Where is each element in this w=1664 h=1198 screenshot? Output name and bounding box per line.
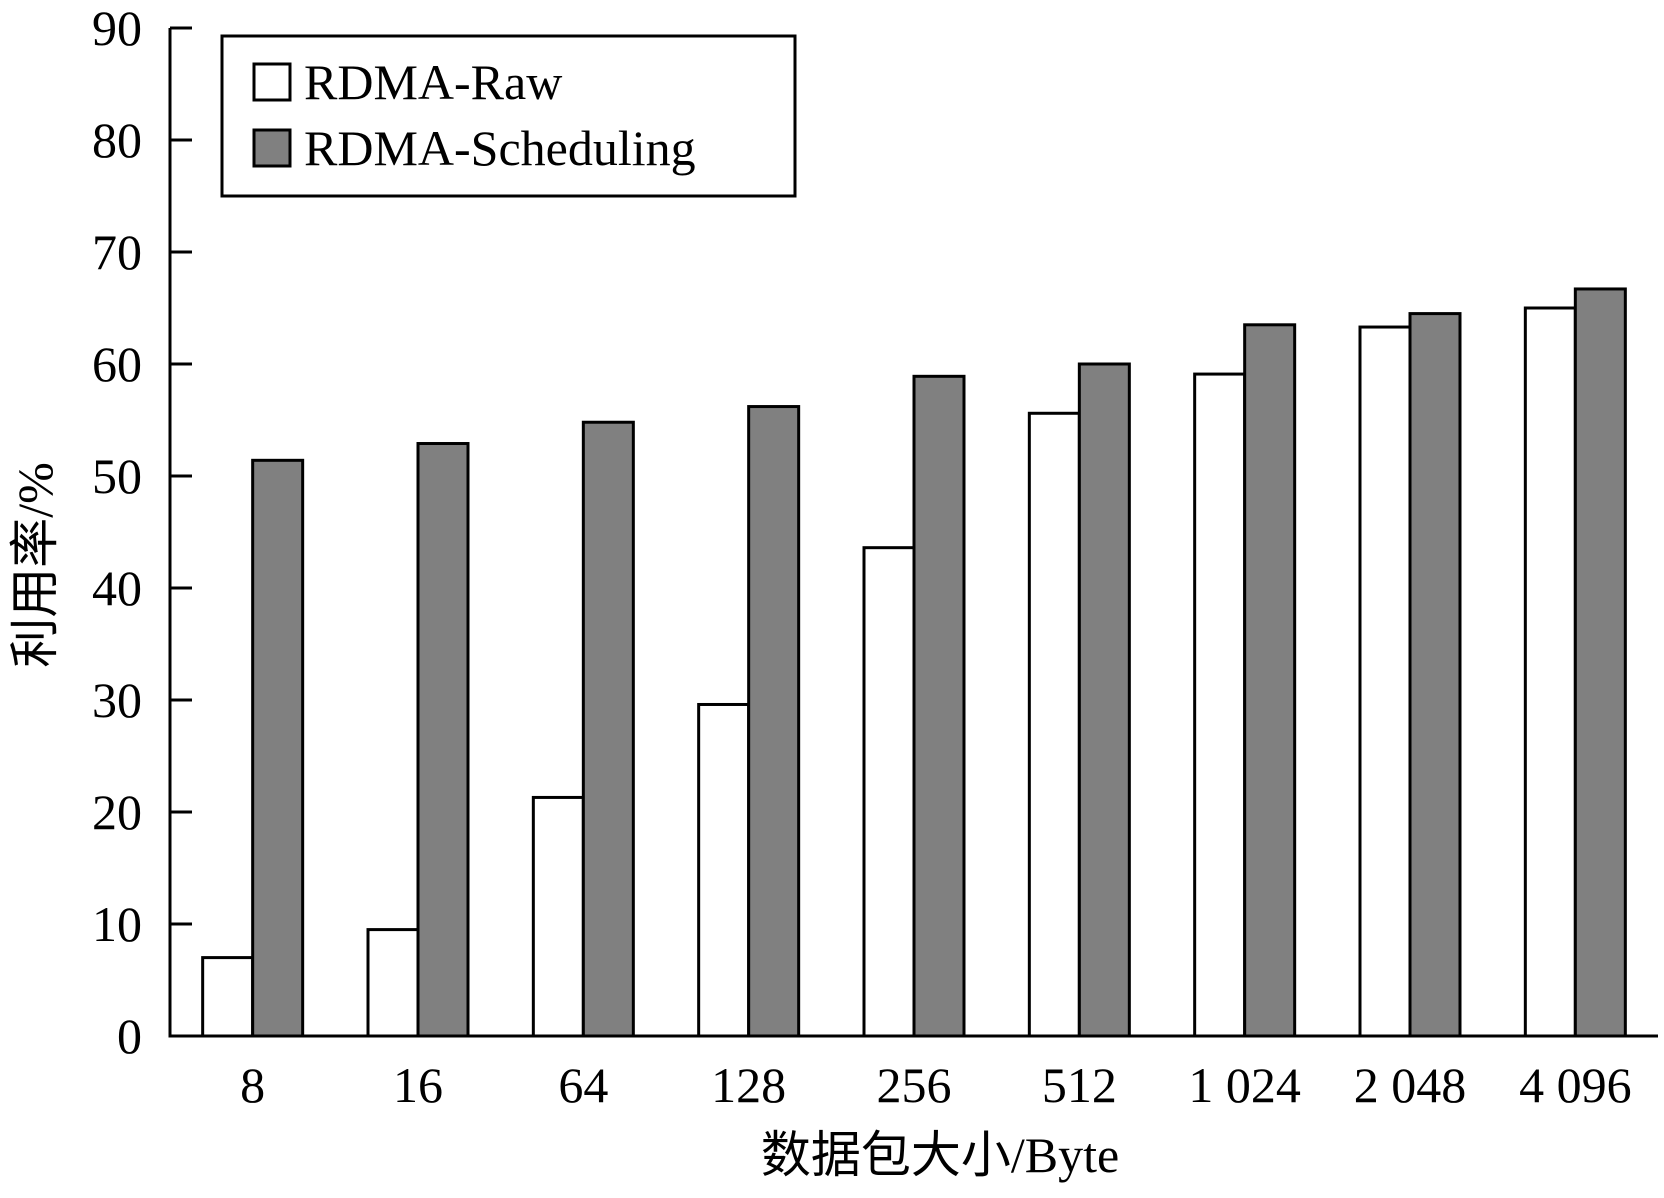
y-tick-label: 10 (92, 896, 142, 952)
bars-layer (201, 287, 1627, 1038)
bar-rdma-raw-16 (366, 928, 420, 1038)
x-tick-label: 256 (877, 1057, 952, 1113)
bar-rdma-raw-128 (697, 702, 751, 1038)
x-tick-label: 2 048 (1354, 1057, 1467, 1113)
y-axis-label: 利用率/% (7, 462, 63, 668)
bar-rdma-scheduling-512 (1077, 362, 1131, 1038)
y-tick-label: 90 (92, 0, 142, 56)
y-tick-label: 30 (92, 672, 142, 728)
x-tick-label: 512 (1042, 1057, 1117, 1113)
x-tick-label: 4 096 (1519, 1057, 1632, 1113)
bar-rdma-raw-512 (1027, 411, 1081, 1038)
y-tick-label: 0 (117, 1008, 142, 1064)
x-tick-label: 64 (558, 1057, 608, 1113)
x-axis-label: 数据包大小/Byte (761, 1127, 1119, 1183)
y-tick-label: 70 (92, 224, 142, 280)
legend-swatch (252, 128, 292, 168)
x-tick-label: 128 (711, 1057, 786, 1113)
ticks-layer: 0 10 20 30 40 50 60 70 80 90 8 16 64 128 256 512 1 024 2 … (92, 0, 1632, 1113)
bar-rdma-scheduling-2048 (1408, 312, 1462, 1038)
x-tick-label: 16 (393, 1057, 443, 1113)
y-tick-label: 50 (92, 448, 142, 504)
bar-rdma-scheduling-16 (416, 442, 470, 1038)
legend-label: RDMA-Raw (304, 54, 562, 110)
bar-rdma-raw-256 (862, 546, 916, 1038)
bar-rdma-scheduling-64 (581, 420, 635, 1038)
y-tick-label: 40 (92, 560, 142, 616)
bar-rdma-scheduling-256 (912, 374, 966, 1038)
bar-rdma-raw-64 (531, 795, 585, 1038)
legend: RDMA-Raw RDMA-Scheduling (220, 34, 797, 198)
bar-rdma-raw-2048 (1358, 325, 1412, 1038)
bar-rdma-scheduling-4096 (1573, 287, 1627, 1038)
bar-rdma-raw-4096 (1523, 306, 1577, 1038)
legend-swatch (252, 62, 292, 102)
bar-rdma-scheduling-1024 (1243, 323, 1297, 1038)
legend-label: RDMA-Scheduling (304, 120, 696, 176)
bar-rdma-raw-8 (201, 956, 255, 1038)
bar-rdma-scheduling-128 (747, 405, 801, 1038)
x-tick-label: 1 024 (1188, 1057, 1301, 1113)
bar-rdma-scheduling-8 (251, 458, 305, 1038)
bar-rdma-raw-1024 (1193, 372, 1247, 1038)
legend-box (220, 34, 797, 198)
y-tick-label: 20 (92, 784, 142, 840)
axes-layer (168, 28, 1658, 1038)
y-tick-label: 60 (92, 336, 142, 392)
y-tick-label: 80 (92, 112, 142, 168)
x-tick-label: 8 (240, 1057, 265, 1113)
